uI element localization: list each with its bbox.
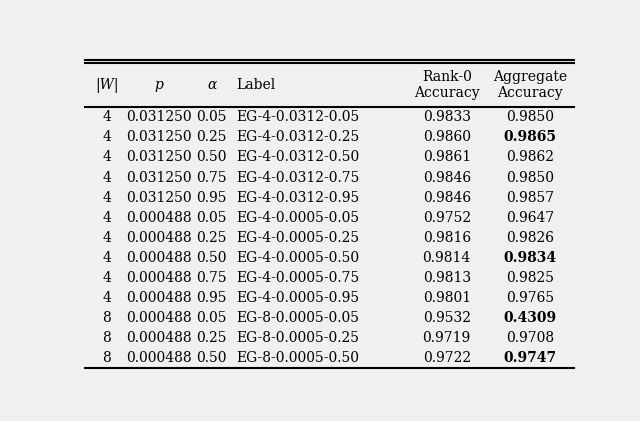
Text: 8: 8: [102, 311, 111, 325]
Text: 0.031250: 0.031250: [126, 150, 192, 165]
Text: |W|: |W|: [95, 78, 118, 93]
Text: 0.9708: 0.9708: [506, 331, 554, 345]
Text: EG-4-0.0312-0.95: EG-4-0.0312-0.95: [236, 191, 359, 205]
Text: 0.9850: 0.9850: [506, 110, 554, 124]
Text: EG-4-0.0005-0.05: EG-4-0.0005-0.05: [236, 210, 359, 225]
Text: 0.000488: 0.000488: [126, 251, 192, 265]
Text: p: p: [155, 78, 164, 92]
Text: 4: 4: [102, 171, 111, 184]
Text: 0.000488: 0.000488: [126, 331, 192, 345]
Text: 0.031250: 0.031250: [126, 191, 192, 205]
Text: 0.75: 0.75: [196, 171, 227, 184]
Text: 0.50: 0.50: [196, 150, 227, 165]
Text: EG-4-0.0312-0.50: EG-4-0.0312-0.50: [236, 150, 359, 165]
Text: EG-4-0.0005-0.50: EG-4-0.0005-0.50: [236, 251, 359, 265]
Text: 4: 4: [102, 110, 111, 124]
Text: 0.031250: 0.031250: [126, 171, 192, 184]
Text: 0.9846: 0.9846: [422, 171, 471, 184]
Text: 4: 4: [102, 291, 111, 305]
Text: 0.9816: 0.9816: [422, 231, 471, 245]
Text: 0.9814: 0.9814: [422, 251, 471, 265]
Text: EG-4-0.0005-0.75: EG-4-0.0005-0.75: [236, 271, 359, 285]
Text: 0.000488: 0.000488: [126, 210, 192, 225]
Text: 0.9765: 0.9765: [506, 291, 554, 305]
Text: 0.25: 0.25: [196, 131, 227, 144]
Text: 0.9860: 0.9860: [423, 131, 471, 144]
Text: 0.05: 0.05: [196, 210, 227, 225]
Text: 4: 4: [102, 210, 111, 225]
Text: 0.05: 0.05: [196, 311, 227, 325]
Text: 4: 4: [102, 150, 111, 165]
Text: 0.9826: 0.9826: [506, 231, 554, 245]
Text: 0.9825: 0.9825: [506, 271, 554, 285]
Text: 0.9861: 0.9861: [422, 150, 471, 165]
Text: 4: 4: [102, 131, 111, 144]
Text: 0.25: 0.25: [196, 331, 227, 345]
Text: 0.50: 0.50: [196, 351, 227, 365]
Text: 4: 4: [102, 271, 111, 285]
Text: 0.9532: 0.9532: [423, 311, 471, 325]
Text: 4: 4: [102, 231, 111, 245]
Text: 0.9719: 0.9719: [422, 331, 471, 345]
Text: 0.25: 0.25: [196, 231, 227, 245]
Text: 0.000488: 0.000488: [126, 271, 192, 285]
Text: 0.9813: 0.9813: [422, 271, 471, 285]
Text: EG-8-0.0005-0.05: EG-8-0.0005-0.05: [236, 311, 359, 325]
Text: 4: 4: [102, 191, 111, 205]
Text: 0.000488: 0.000488: [126, 311, 192, 325]
Text: Aggregate
Accuracy: Aggregate Accuracy: [493, 70, 567, 101]
Text: 0.9850: 0.9850: [506, 171, 554, 184]
Text: 4: 4: [102, 251, 111, 265]
Text: Label: Label: [236, 78, 275, 92]
Text: 0.9752: 0.9752: [422, 210, 471, 225]
Text: 0.05: 0.05: [196, 110, 227, 124]
Text: EG-4-0.0312-0.25: EG-4-0.0312-0.25: [236, 131, 359, 144]
Text: EG-8-0.0005-0.50: EG-8-0.0005-0.50: [236, 351, 359, 365]
Text: Rank-0
Accuracy: Rank-0 Accuracy: [414, 70, 479, 101]
Text: 0.000488: 0.000488: [126, 231, 192, 245]
Text: 0.9801: 0.9801: [422, 291, 471, 305]
Text: 8: 8: [102, 331, 111, 345]
Text: 0.9747: 0.9747: [504, 351, 557, 365]
Text: 0.9846: 0.9846: [422, 191, 471, 205]
Text: 0.9833: 0.9833: [423, 110, 471, 124]
Text: 0.031250: 0.031250: [126, 131, 192, 144]
Text: 0.000488: 0.000488: [126, 291, 192, 305]
Text: 0.000488: 0.000488: [126, 351, 192, 365]
Text: 0.031250: 0.031250: [126, 110, 192, 124]
Text: EG-4-0.0005-0.25: EG-4-0.0005-0.25: [236, 231, 359, 245]
Text: 0.50: 0.50: [196, 251, 227, 265]
Text: 0.4309: 0.4309: [504, 311, 557, 325]
Text: EG-4-0.0312-0.05: EG-4-0.0312-0.05: [236, 110, 359, 124]
Text: 0.75: 0.75: [196, 271, 227, 285]
Text: 8: 8: [102, 351, 111, 365]
Text: EG-4-0.0312-0.75: EG-4-0.0312-0.75: [236, 171, 359, 184]
Text: 0.95: 0.95: [196, 291, 227, 305]
Text: α: α: [207, 78, 216, 92]
Text: 0.9865: 0.9865: [504, 131, 557, 144]
Text: 0.95: 0.95: [196, 191, 227, 205]
Text: EG-4-0.0005-0.95: EG-4-0.0005-0.95: [236, 291, 359, 305]
Text: 0.9857: 0.9857: [506, 191, 554, 205]
Text: 0.9862: 0.9862: [506, 150, 554, 165]
Text: EG-8-0.0005-0.25: EG-8-0.0005-0.25: [236, 331, 359, 345]
Text: 0.9722: 0.9722: [422, 351, 471, 365]
Text: 0.9647: 0.9647: [506, 210, 554, 225]
Text: 0.9834: 0.9834: [504, 251, 557, 265]
